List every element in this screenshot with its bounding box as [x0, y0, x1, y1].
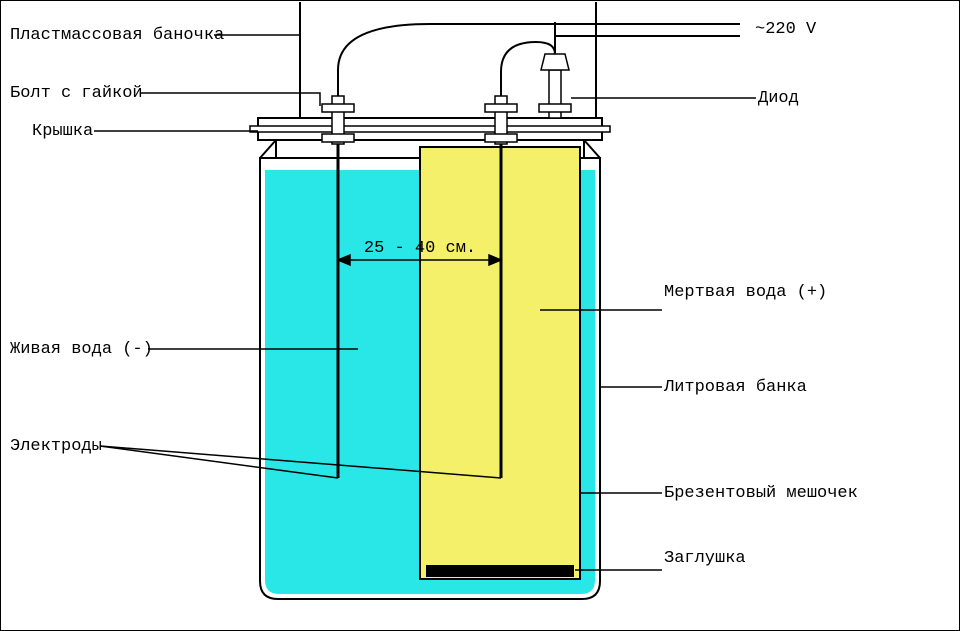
- label-lid: Крышка: [32, 122, 93, 141]
- label-liter-jar: Литровая банка: [663, 378, 807, 397]
- label-bolt-nut: Болт с гайкой: [10, 84, 143, 103]
- plug: [426, 565, 574, 577]
- diagram-root: 25 - 40 см. Пластмассовая баночка Болт с…: [0, 0, 960, 631]
- label-living-water: Живая вода (-): [10, 340, 153, 359]
- label-plastic-box: Пластмассовая баночка: [10, 26, 224, 45]
- label-electrodes: Электроды: [10, 437, 102, 456]
- label-canvas-bag: Брезентовый мешочек: [664, 484, 858, 503]
- label-dead-water: Мертвая вода (+): [664, 283, 827, 302]
- lid: [250, 118, 610, 140]
- label-plug: Заглушка: [664, 549, 746, 568]
- dimension-text: 25 - 40 см.: [364, 239, 476, 258]
- label-diode: Диод: [758, 89, 799, 108]
- label-voltage: ~220 V: [755, 20, 817, 39]
